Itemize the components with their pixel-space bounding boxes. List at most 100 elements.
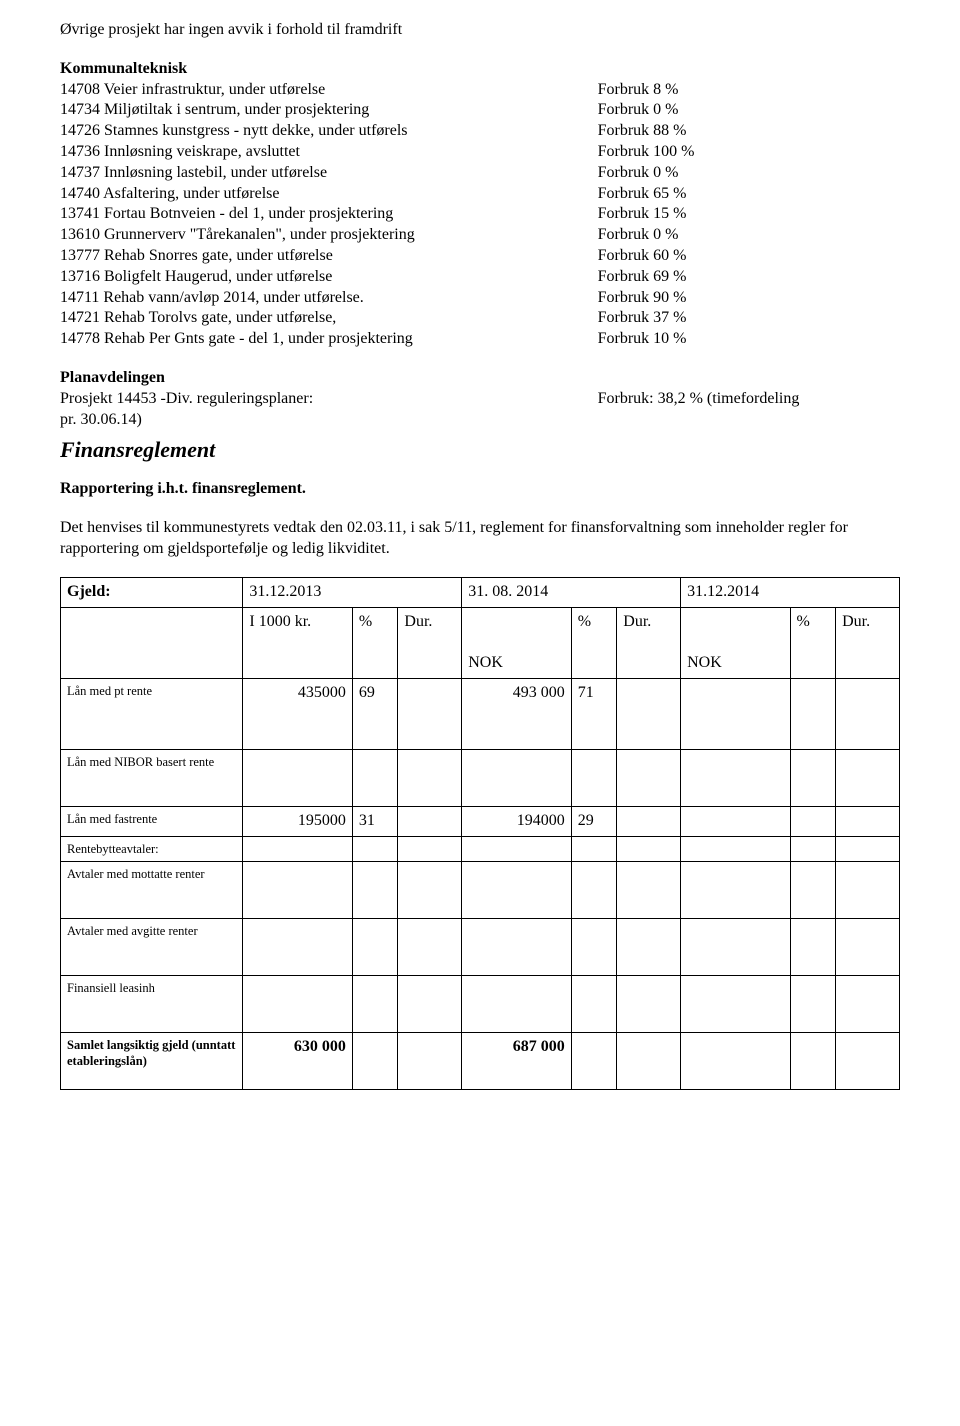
project-desc: 14734 Miljøtiltak i sentrum, under prosj… [60, 100, 598, 121]
cell [243, 976, 352, 1033]
project-row: 14737 Innløsning lastebil, under utførel… [60, 163, 900, 184]
finans-subhead: Rapportering i.h.t. finansreglement. [60, 479, 900, 500]
project-desc: 14737 Innløsning lastebil, under utførel… [60, 163, 598, 184]
sub-col-dur: Dur. [617, 608, 681, 679]
table-header-row-1: Gjeld: 31.12.2013 31. 08. 2014 31.12.201… [61, 578, 900, 608]
table-row: Avtaler med mottatte renter [61, 862, 900, 919]
plan-tail-row: pr. 30.06.14) [60, 410, 900, 431]
row-label: Lån med pt rente [61, 679, 243, 750]
cell [243, 919, 352, 976]
sub-col-pct: % [352, 608, 398, 679]
finans-title: Finansreglement [60, 436, 900, 465]
project-row: 14736 Innløsning veiskrape, avsluttetFor… [60, 142, 900, 163]
cell: 71 [571, 679, 617, 750]
cell [352, 750, 398, 807]
project-desc: 14708 Veier infrastruktur, under utførel… [60, 80, 598, 101]
cell [352, 836, 398, 861]
cell [617, 919, 681, 976]
project-desc: 14721 Rehab Torolvs gate, under utførels… [60, 308, 598, 329]
cell [790, 919, 836, 976]
project-val: Forbruk 0 % [598, 225, 900, 246]
cell [836, 976, 900, 1033]
sub-col-dur: Dur. [398, 608, 462, 679]
date-col-3: 31.12.2014 [681, 578, 900, 608]
cell [352, 862, 398, 919]
cell: 493 000 [462, 679, 571, 750]
cell [398, 976, 462, 1033]
cell [681, 836, 790, 861]
project-desc: 14778 Rehab Per Gnts gate - del 1, under… [60, 329, 598, 350]
row-label: Lån med fastrente [61, 807, 243, 837]
table-row: Lån med pt rente 435000 69 493 000 71 [61, 679, 900, 750]
cell [617, 976, 681, 1033]
cell [681, 1033, 790, 1090]
planavdelingen-heading: Planavdelingen [60, 368, 598, 389]
project-row: 14740 Asfaltering, under utførelseForbru… [60, 184, 900, 205]
cell [836, 919, 900, 976]
cell: 630 000 [243, 1033, 352, 1090]
cell [243, 862, 352, 919]
project-desc: 14736 Innløsning veiskrape, avsluttet [60, 142, 598, 163]
intro-line: Øvrige prosjekt har ingen avvik i forhol… [60, 20, 900, 41]
cell [681, 750, 790, 807]
cell: 29 [571, 807, 617, 837]
project-val: Forbruk 0 % [598, 163, 900, 184]
project-desc: 14711 Rehab vann/avløp 2014, under utfør… [60, 288, 598, 309]
sub-col-1000kr: I 1000 kr. [243, 608, 352, 679]
cell [352, 1033, 398, 1090]
kommunalteknisk-block: Kommunalteknisk 14708 Veier infrastruktu… [60, 59, 900, 350]
sub-col-pct: % [571, 608, 617, 679]
cell [398, 1033, 462, 1090]
cell [681, 807, 790, 837]
row-label: Avtaler med avgitte renter [61, 919, 243, 976]
cell [398, 862, 462, 919]
project-val: Forbruk 60 % [598, 246, 900, 267]
project-val: Forbruk 0 % [598, 100, 900, 121]
project-desc: 14726 Stamnes kunstgress - nytt dekke, u… [60, 121, 598, 142]
project-row: 14726 Stamnes kunstgress - nytt dekke, u… [60, 121, 900, 142]
cell [790, 976, 836, 1033]
cell: 435000 [243, 679, 352, 750]
cell [398, 836, 462, 861]
project-row: 13741 Fortau Botnveien - del 1, under pr… [60, 204, 900, 225]
cell [243, 836, 352, 861]
project-val: Forbruk 15 % [598, 204, 900, 225]
cell [462, 919, 571, 976]
cell: 69 [352, 679, 398, 750]
project-val: Forbruk 69 % [598, 267, 900, 288]
cell: 687 000 [462, 1033, 571, 1090]
date-col-2: 31. 08. 2014 [462, 578, 681, 608]
row-label: Samlet langsiktig gjeld (unntatt etabler… [61, 1033, 243, 1090]
cell [352, 919, 398, 976]
project-row: 13716 Boligfelt Haugerud, under utførels… [60, 267, 900, 288]
cell [617, 679, 681, 750]
project-val: Forbruk 10 % [598, 329, 900, 350]
finans-body: Det henvises til kommunestyrets vedtak d… [60, 518, 900, 560]
table-row: Lån med fastrente 195000 31 194000 29 [61, 807, 900, 837]
cell [571, 836, 617, 861]
cell [790, 1033, 836, 1090]
project-row: 14778 Rehab Per Gnts gate - del 1, under… [60, 329, 900, 350]
cell [617, 750, 681, 807]
project-val: Forbruk 65 % [598, 184, 900, 205]
project-val: Forbruk 100 % [598, 142, 900, 163]
cell [398, 807, 462, 837]
cell [681, 919, 790, 976]
cell [790, 862, 836, 919]
document-page: Øvrige prosjekt har ingen avvik i forhol… [0, 0, 960, 1148]
cell [571, 976, 617, 1033]
sub-col-nok: NOK [462, 608, 571, 679]
cell [681, 862, 790, 919]
plan-row: Prosjekt 14453 -Div. reguleringsplaner: … [60, 389, 900, 410]
row-label: Lån med NIBOR basert rente [61, 750, 243, 807]
plan-val: Forbruk: 38,2 % (timefordeling [598, 389, 900, 410]
cell: 31 [352, 807, 398, 837]
table-row: Rentebytteavtaler: [61, 836, 900, 861]
debt-table: Gjeld: 31.12.2013 31. 08. 2014 31.12.201… [60, 577, 900, 1090]
table-row: Finansiell leasinh [61, 976, 900, 1033]
project-desc: 14740 Asfaltering, under utførelse [60, 184, 598, 205]
cell [462, 862, 571, 919]
cell: 195000 [243, 807, 352, 837]
sub-col-pct: % [790, 608, 836, 679]
row-label: Finansiell leasinh [61, 976, 243, 1033]
